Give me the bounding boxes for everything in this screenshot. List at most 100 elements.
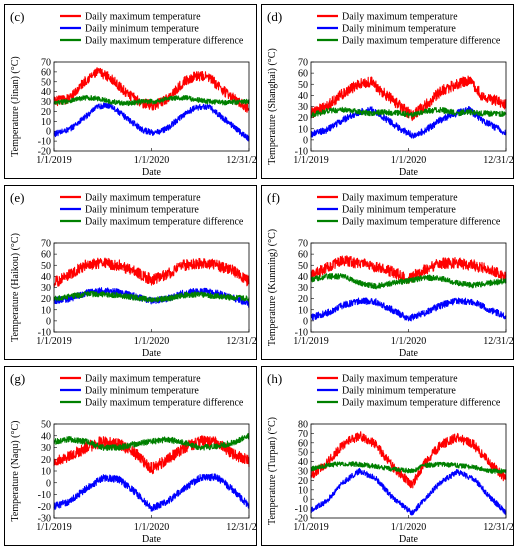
y-tick-label: -20 <box>295 514 308 525</box>
x-tick-label: 12/31/2020 <box>226 155 257 166</box>
x-tick-label: 1/1/2019 <box>36 522 72 533</box>
y-axis-label: Temperature (Jinan) (°C) <box>10 56 21 156</box>
y-tick-label: 50 <box>41 420 51 431</box>
x-tick-label: 1/1/2020 <box>134 155 170 166</box>
legend-label: Daily maximum temperature <box>342 12 458 23</box>
panel-label: (d) <box>267 9 282 24</box>
y-tick-label: 20 <box>41 455 51 466</box>
panel-label: (e) <box>10 190 24 205</box>
x-axis-label: Date <box>142 348 161 359</box>
plot-area <box>53 423 250 519</box>
x-tick-label: 1/1/2019 <box>293 336 329 347</box>
y-tick-label: -20 <box>38 147 51 158</box>
x-tick-label: 1/1/2020 <box>391 522 427 533</box>
y-tick-label: 40 <box>41 87 51 98</box>
plot-area <box>310 61 507 152</box>
y-axis-label: Temperature (Naqu) (°C) <box>10 420 21 521</box>
legend-label: Daily maximum temperature <box>85 374 201 385</box>
x-tick-label: 12/31/2020 <box>483 522 514 533</box>
panel-frame <box>261 185 514 360</box>
x-tick-label: 12/31/2020 <box>483 336 514 347</box>
y-tick-label: -10 <box>38 137 51 148</box>
y-tick-label: 10 <box>298 485 308 496</box>
y-tick-label: 60 <box>298 69 308 80</box>
legend-label: Daily maximum temperature <box>342 193 458 204</box>
legend-label: Daily minimum temperature <box>342 24 456 35</box>
y-tick-label: -10 <box>38 328 51 339</box>
legend-label: Daily maximum temperature difference <box>342 36 501 47</box>
series-line-min <box>53 473 250 512</box>
series-line-diff <box>53 290 250 303</box>
y-tick-label: -10 <box>295 504 308 515</box>
legend-label: Daily maximum temperature <box>342 374 458 385</box>
panel-frame <box>261 366 514 546</box>
y-tick-label: 40 <box>298 272 308 283</box>
y-tick-label: 0 <box>46 478 51 489</box>
x-tick-label: 12/31/2020 <box>226 336 257 347</box>
panel-label: (h) <box>267 371 282 386</box>
legend-label: Daily maximum temperature difference <box>85 217 244 228</box>
y-tick-label: 30 <box>298 467 308 478</box>
y-tick-label: 30 <box>298 283 308 294</box>
y-tick-label: 0 <box>303 135 308 146</box>
y-tick-label: 0 <box>303 316 308 327</box>
legend-label: Daily maximum temperature difference <box>85 36 244 47</box>
y-tick-label: 60 <box>41 67 51 78</box>
series-line-min <box>310 297 507 322</box>
y-tick-label: 70 <box>298 58 308 69</box>
plot-area <box>53 242 250 333</box>
y-tick-label: -10 <box>38 490 51 501</box>
series-line-max <box>310 431 507 489</box>
y-axis-label: Temperature (Shanghai) (°C) <box>267 48 278 165</box>
y-tick-label: 10 <box>298 124 308 135</box>
y-tick-label: 40 <box>41 272 51 283</box>
legend-label: Daily minimum temperature <box>85 24 199 35</box>
legend-label: Daily minimum temperature <box>342 386 456 397</box>
x-tick-label: 1/1/2020 <box>134 522 170 533</box>
y-tick-label: 20 <box>41 107 51 118</box>
series-line-diff <box>53 433 250 451</box>
y-tick-label: 80 <box>298 420 308 431</box>
x-tick-label: 1/1/2020 <box>134 336 170 347</box>
y-axis-label: Temperature (Haikou) (°C) <box>10 233 21 342</box>
y-tick-label: 30 <box>41 283 51 294</box>
series-line-min <box>53 102 250 142</box>
x-axis-label: Date <box>399 348 418 359</box>
y-tick-label: 70 <box>298 239 308 250</box>
series-line-max <box>53 257 250 287</box>
y-tick-label: 20 <box>298 294 308 305</box>
x-tick-label: 1/1/2020 <box>391 155 427 166</box>
x-tick-label: 1/1/2019 <box>36 155 72 166</box>
y-tick-label: 70 <box>298 429 308 440</box>
x-axis-label: Date <box>399 534 418 545</box>
y-tick-label: 40 <box>298 91 308 102</box>
series-line-max <box>53 67 250 113</box>
panel-frame <box>261 4 514 179</box>
y-axis-label: Temperature (Turpan) (°C) <box>267 417 278 525</box>
y-tick-label: 50 <box>298 448 308 459</box>
x-axis-label: Date <box>399 167 418 178</box>
legend-label: Daily maximum temperature difference <box>85 398 244 409</box>
x-tick-label: 1/1/2019 <box>36 336 72 347</box>
y-tick-label: 50 <box>298 80 308 91</box>
x-axis-label: Date <box>142 534 161 545</box>
x-tick-label: 1/1/2019 <box>293 155 329 166</box>
y-axis-label: Temperature (Kunming) (°C) <box>267 229 278 346</box>
panel-frame <box>4 366 257 546</box>
y-tick-label: 40 <box>41 431 51 442</box>
series-line-diff <box>310 461 507 474</box>
y-tick-label: 70 <box>41 58 51 69</box>
legend-label: Daily maximum temperature <box>85 12 201 23</box>
y-tick-label: 50 <box>41 261 51 272</box>
y-tick-label: 30 <box>41 97 51 108</box>
x-axis-label: Date <box>142 167 161 178</box>
y-tick-label: -10 <box>295 147 308 158</box>
plot-area <box>310 423 507 519</box>
y-tick-label: 10 <box>41 117 51 128</box>
